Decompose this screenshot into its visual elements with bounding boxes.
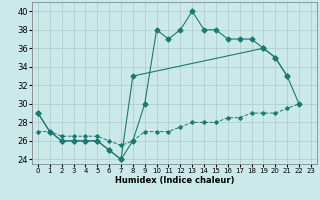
X-axis label: Humidex (Indice chaleur): Humidex (Indice chaleur)	[115, 176, 234, 185]
